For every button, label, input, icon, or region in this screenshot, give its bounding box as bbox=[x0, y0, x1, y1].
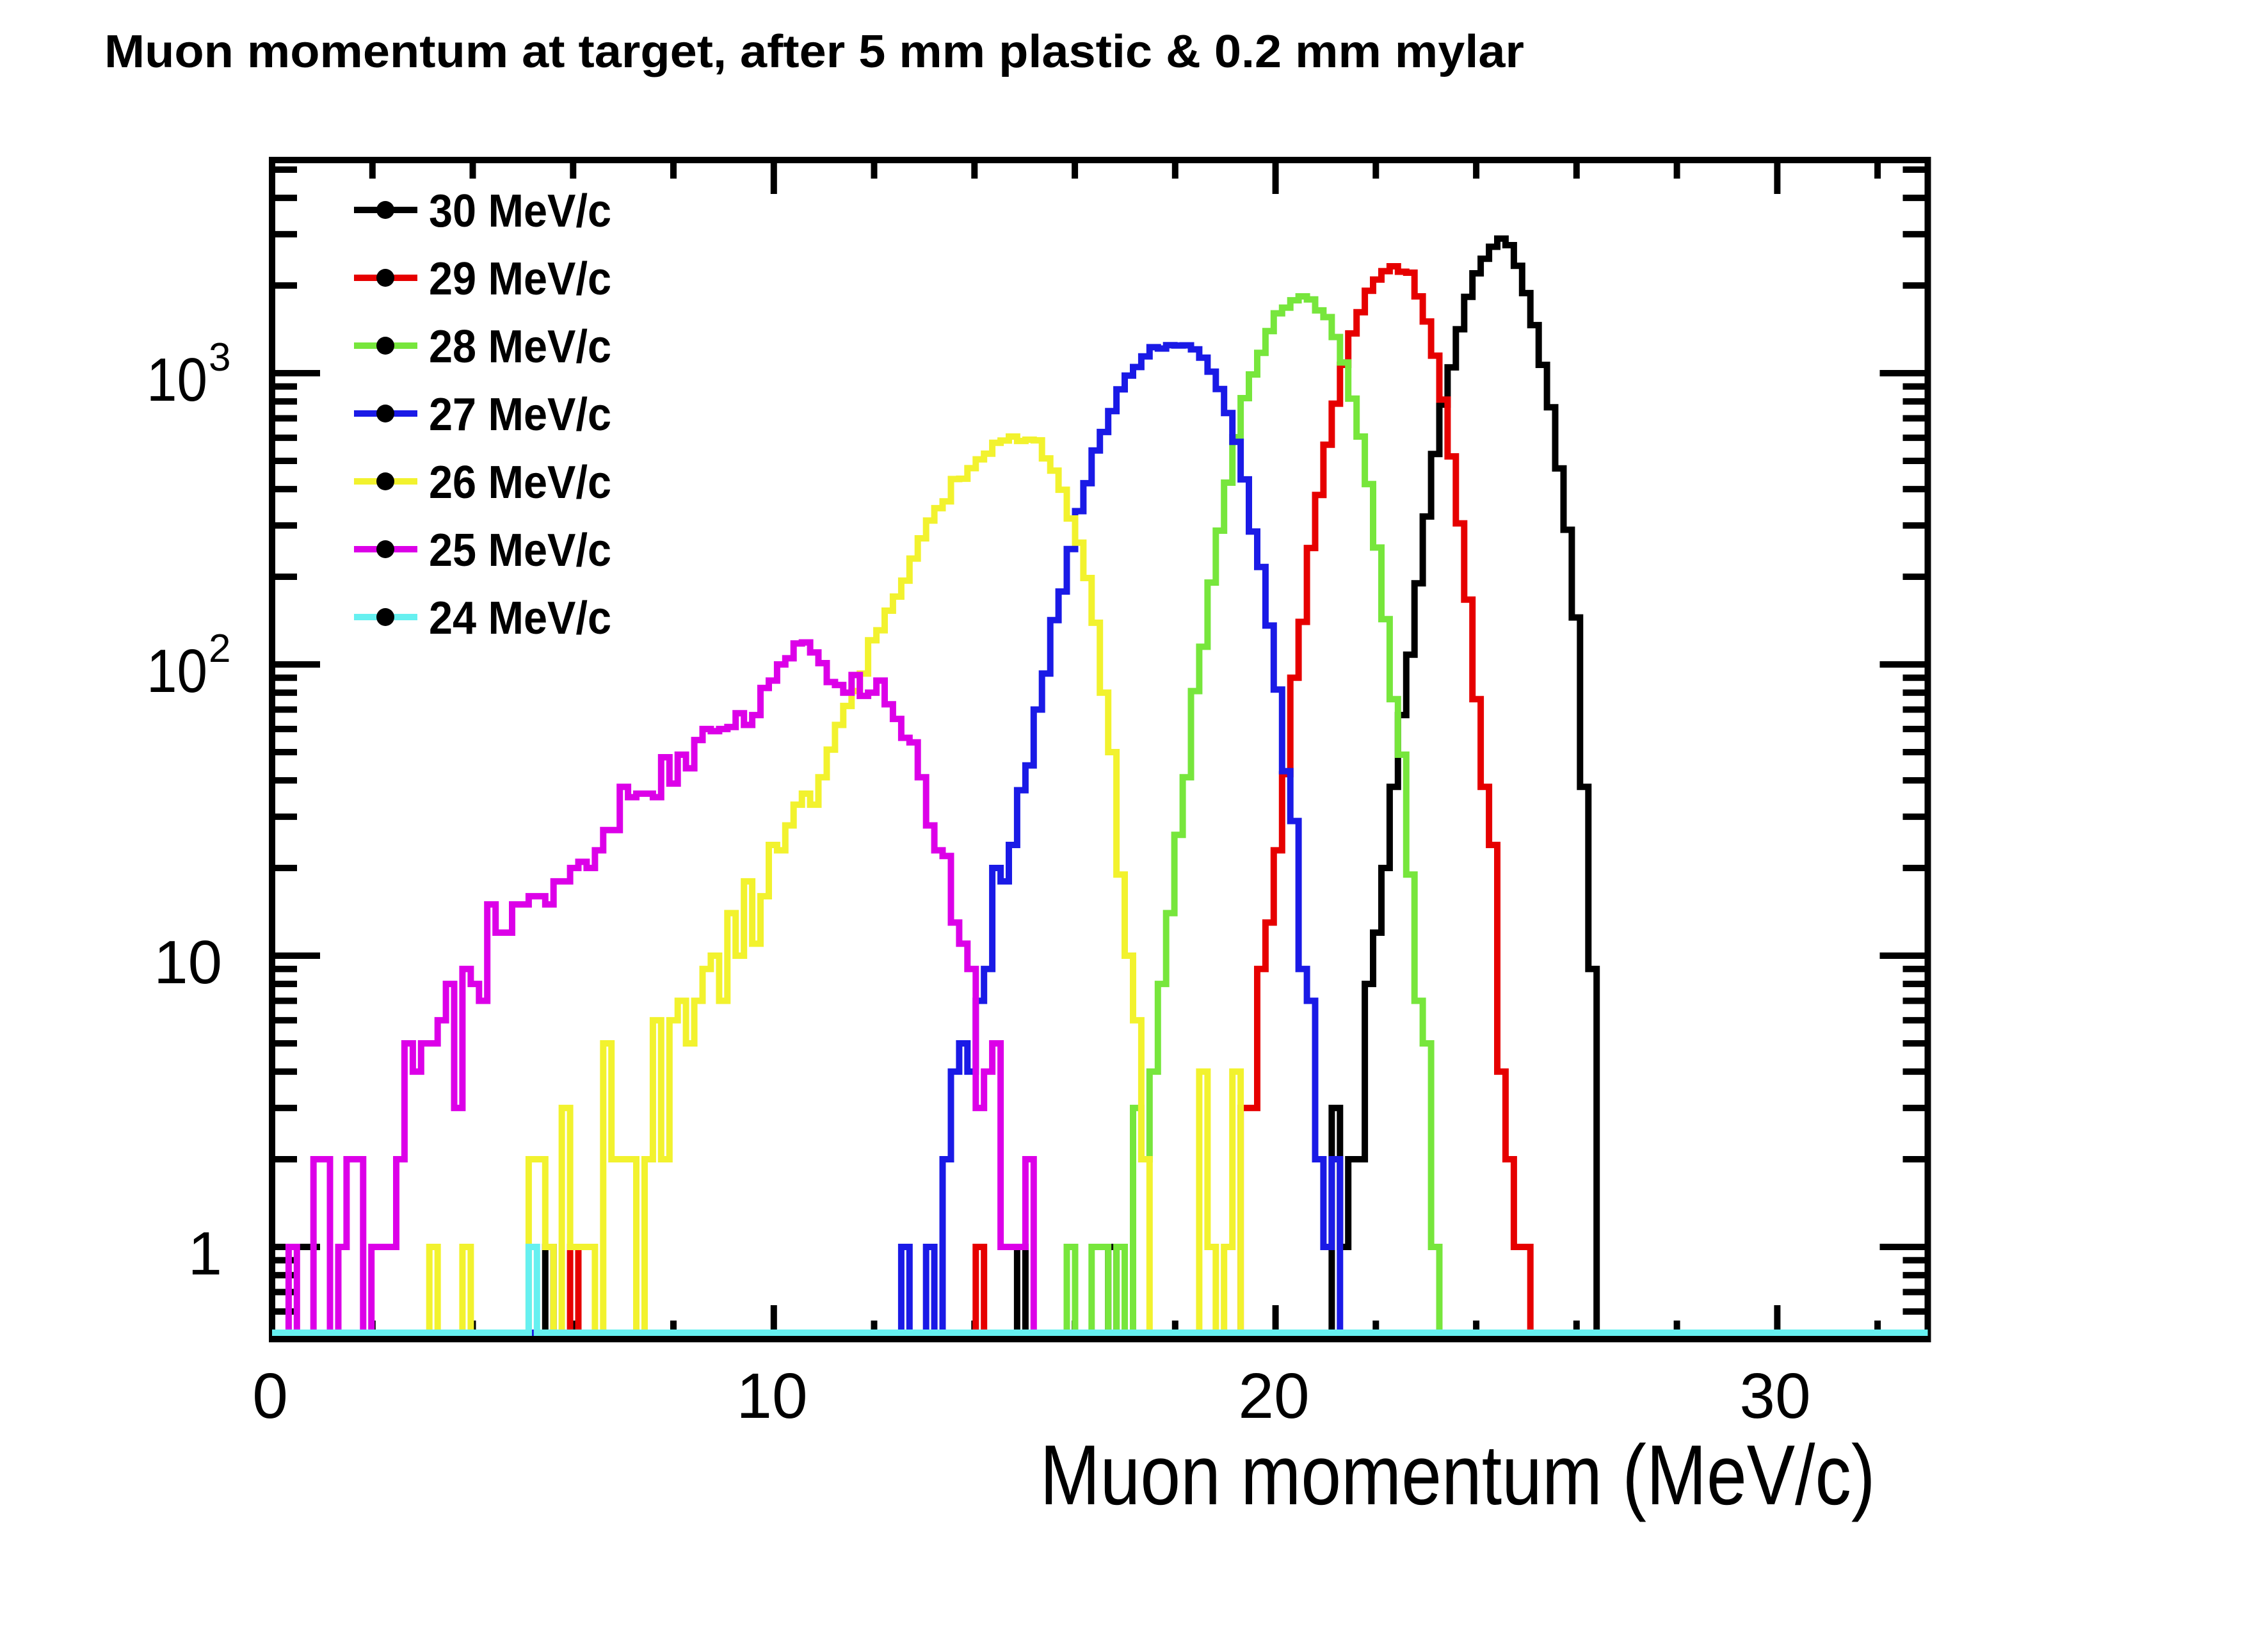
svg-text:29 MeV/c: 29 MeV/c bbox=[429, 253, 611, 305]
svg-text:20: 20 bbox=[1238, 1360, 1309, 1432]
svg-text:10: 10 bbox=[154, 928, 222, 997]
svg-text:2: 2 bbox=[209, 627, 230, 671]
svg-text:28 MeV/c: 28 MeV/c bbox=[429, 321, 611, 373]
svg-text:Muon momentum at target, after: Muon momentum at target, after 5 mm plas… bbox=[104, 26, 1524, 77]
svg-text:3: 3 bbox=[209, 335, 230, 380]
svg-text:10: 10 bbox=[736, 1360, 807, 1432]
svg-text:0: 0 bbox=[252, 1360, 288, 1432]
svg-text:Muon momentum (MeV/c): Muon momentum (MeV/c) bbox=[1040, 1428, 1876, 1523]
svg-text:26 MeV/c: 26 MeV/c bbox=[429, 457, 611, 508]
svg-text:27 MeV/c: 27 MeV/c bbox=[429, 389, 611, 440]
svg-text:10: 10 bbox=[147, 637, 207, 705]
svg-text:30 MeV/c: 30 MeV/c bbox=[429, 186, 611, 237]
svg-text:10: 10 bbox=[147, 346, 207, 414]
svg-text:25 MeV/c: 25 MeV/c bbox=[429, 525, 611, 576]
svg-text:24 MeV/c: 24 MeV/c bbox=[429, 593, 611, 644]
svg-text:30: 30 bbox=[1739, 1360, 1810, 1432]
svg-text:1: 1 bbox=[188, 1219, 222, 1288]
